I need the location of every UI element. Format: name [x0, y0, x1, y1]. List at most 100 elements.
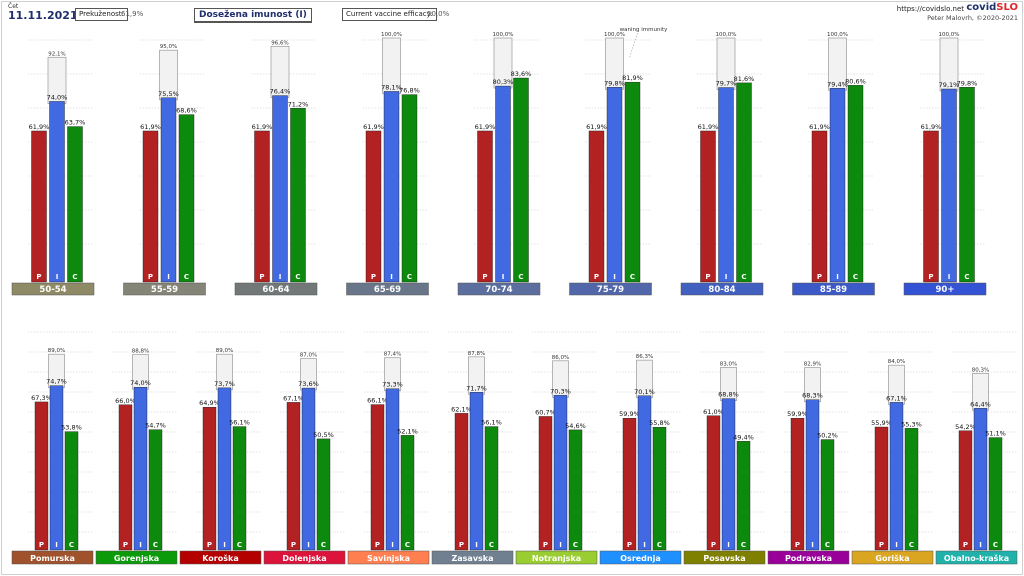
category-label-savinjska: Savinjska — [367, 554, 410, 563]
value-label-p-podravska: 59,9% — [787, 410, 808, 418]
bar-letter-i-gori-ka: I — [895, 541, 898, 549]
bar-letter-p-dolenjska: P — [291, 541, 296, 549]
bar-c-zasavska — [484, 426, 499, 551]
bar-letter-p-podravska: P — [795, 541, 800, 549]
category-label-85-89: 85-89 — [820, 285, 847, 295]
value-label-c-notranjska: 54,6% — [565, 422, 586, 430]
bar-letter-c-notranjska: C — [573, 541, 578, 549]
bar-letter-p-gori-ka: P — [879, 541, 884, 549]
cap-label-notranjska: 86,0% — [552, 355, 569, 361]
bar-c-65-69 — [401, 94, 418, 283]
bar-letter-p-60-64: P — [259, 273, 264, 281]
bar-p-85-89 — [811, 130, 828, 283]
value-label-i-podravska: 68,3% — [802, 392, 823, 400]
cap-label-70-74: 100,0% — [493, 32, 514, 38]
value-label-c-55-59: 68,6% — [176, 107, 197, 115]
value-label-c-zasavska: 56,1% — [481, 419, 502, 427]
bar-letter-c-savinjska: C — [405, 541, 410, 549]
bar-letter-c-obalno-kra-ka: C — [993, 541, 998, 549]
bar-i-50-54 — [49, 101, 65, 283]
category-label-osrednja: Osrednja — [620, 554, 661, 563]
value-label-p-zasavska: 62,1% — [451, 405, 472, 413]
bar-p-savinjska — [370, 404, 385, 551]
bar-i-85-89 — [829, 88, 846, 283]
bar-i-podravska — [805, 399, 820, 551]
value-label-c-70-74: 83,6% — [511, 70, 532, 78]
bar-letter-i-50-54: I — [56, 273, 59, 281]
bar-i-70-74 — [495, 85, 511, 283]
category-box-65-69 — [346, 282, 429, 296]
bar-letter-i-70-74: I — [502, 273, 505, 281]
category-box-90- — [903, 282, 987, 296]
category-label-gorenjska: Gorenjska — [114, 554, 159, 563]
page-title: Dosežena imunost (I) — [194, 8, 312, 23]
category-box-notranjska — [515, 550, 598, 565]
value-label-c-obalno-kra-ka: 51,1% — [985, 430, 1006, 438]
bar-i-koro-ka — [217, 387, 232, 551]
category-label-70-74: 70-74 — [485, 285, 512, 295]
value-label-i-75-79: 79,8% — [604, 79, 625, 87]
value-label-c-80-84: 81,6% — [734, 75, 755, 83]
value-label-p-posavska: 61,0% — [703, 408, 724, 416]
bar-letter-i-koro-ka: I — [223, 541, 226, 549]
brand-logo: covidSLO — [966, 2, 1018, 13]
bar-letter-c-osrednja: C — [657, 541, 662, 549]
value-label-p-60-64: 61,9% — [252, 123, 273, 131]
bar-letter-i-osrednja: I — [643, 541, 646, 549]
bar-letter-p-osrednja: P — [627, 541, 632, 549]
bar-c-50-54 — [67, 126, 83, 283]
value-label-c-75-79: 81,9% — [622, 74, 643, 82]
value-label-i-zasavska: 71,7% — [466, 384, 487, 392]
bar-c-pomurska — [64, 431, 79, 551]
cap-label-gorenjska: 88,8% — [132, 349, 149, 355]
bar-i-gori-ka — [889, 402, 904, 551]
bar-p-80-84 — [700, 130, 716, 283]
category-label-50-54: 50-54 — [39, 285, 66, 295]
category-box-gori-ka — [851, 550, 934, 565]
cap-label-60-64: 96,6% — [271, 40, 288, 46]
bar-letter-i-obalno-kra-ka: I — [979, 541, 982, 549]
value-label-i-55-59: 75,5% — [158, 90, 179, 98]
annotation-pointer — [629, 32, 638, 59]
category-box-80-84 — [680, 282, 764, 296]
value-label-p-savinjska: 66,1% — [367, 397, 388, 405]
bar-letter-p-posavska: P — [711, 541, 716, 549]
bar-letter-c-60-64: C — [295, 273, 300, 281]
bar-letter-c-posavska: C — [741, 541, 746, 549]
bar-p-pomurska — [34, 401, 49, 551]
bar-letter-p-50-54: P — [36, 273, 41, 281]
cap-label-gori-ka: 84,0% — [888, 359, 905, 365]
bar-c-savinjska — [400, 435, 415, 551]
brand-main: covid — [966, 2, 997, 13]
bar-p-90- — [923, 130, 939, 283]
category-label-90-: 90+ — [936, 285, 955, 295]
bar-p-zasavska — [454, 413, 469, 551]
bar-letter-c-55-59: C — [184, 273, 189, 281]
bar-letter-c-podravska: C — [825, 541, 830, 549]
bar-c-90- — [959, 87, 975, 283]
bar-p-koro-ka — [202, 407, 217, 551]
bar-letter-c-65-69: C — [407, 273, 412, 281]
value-label-p-osrednja: 59,9% — [619, 410, 640, 418]
bar-c-60-64 — [290, 108, 306, 283]
value-label-c-savinjska: 52,1% — [397, 427, 418, 435]
category-label-gori-ka: Goriška — [875, 553, 909, 563]
value-label-c-gorenjska: 54,7% — [145, 422, 166, 430]
value-label-i-osrednja: 70,1% — [634, 388, 655, 396]
bar-c-posavska — [736, 441, 751, 551]
cap-label-90-: 100,0% — [939, 32, 960, 38]
value-label-i-90-: 79,1% — [939, 81, 960, 89]
bar-letter-i-55-59: I — [167, 273, 170, 281]
bar-letter-c-80-84: C — [741, 273, 746, 281]
category-box-75-79 — [569, 282, 652, 296]
bar-letter-p-koro-ka: P — [207, 541, 212, 549]
site-url[interactable]: https://covidslo.net — [896, 5, 964, 13]
cap-label-dolenjska: 87,0% — [300, 353, 317, 359]
bar-i-notranjska — [553, 395, 568, 551]
bar-letter-c-dolenjska: C — [321, 541, 326, 549]
bar-letter-c-gorenjska: C — [153, 541, 158, 549]
category-label-zasavska: Zasavska — [451, 554, 493, 563]
bar-i-obalno-kra-ka — [973, 408, 988, 551]
cap-label-obalno-kra-ka: 80,3% — [972, 367, 989, 373]
